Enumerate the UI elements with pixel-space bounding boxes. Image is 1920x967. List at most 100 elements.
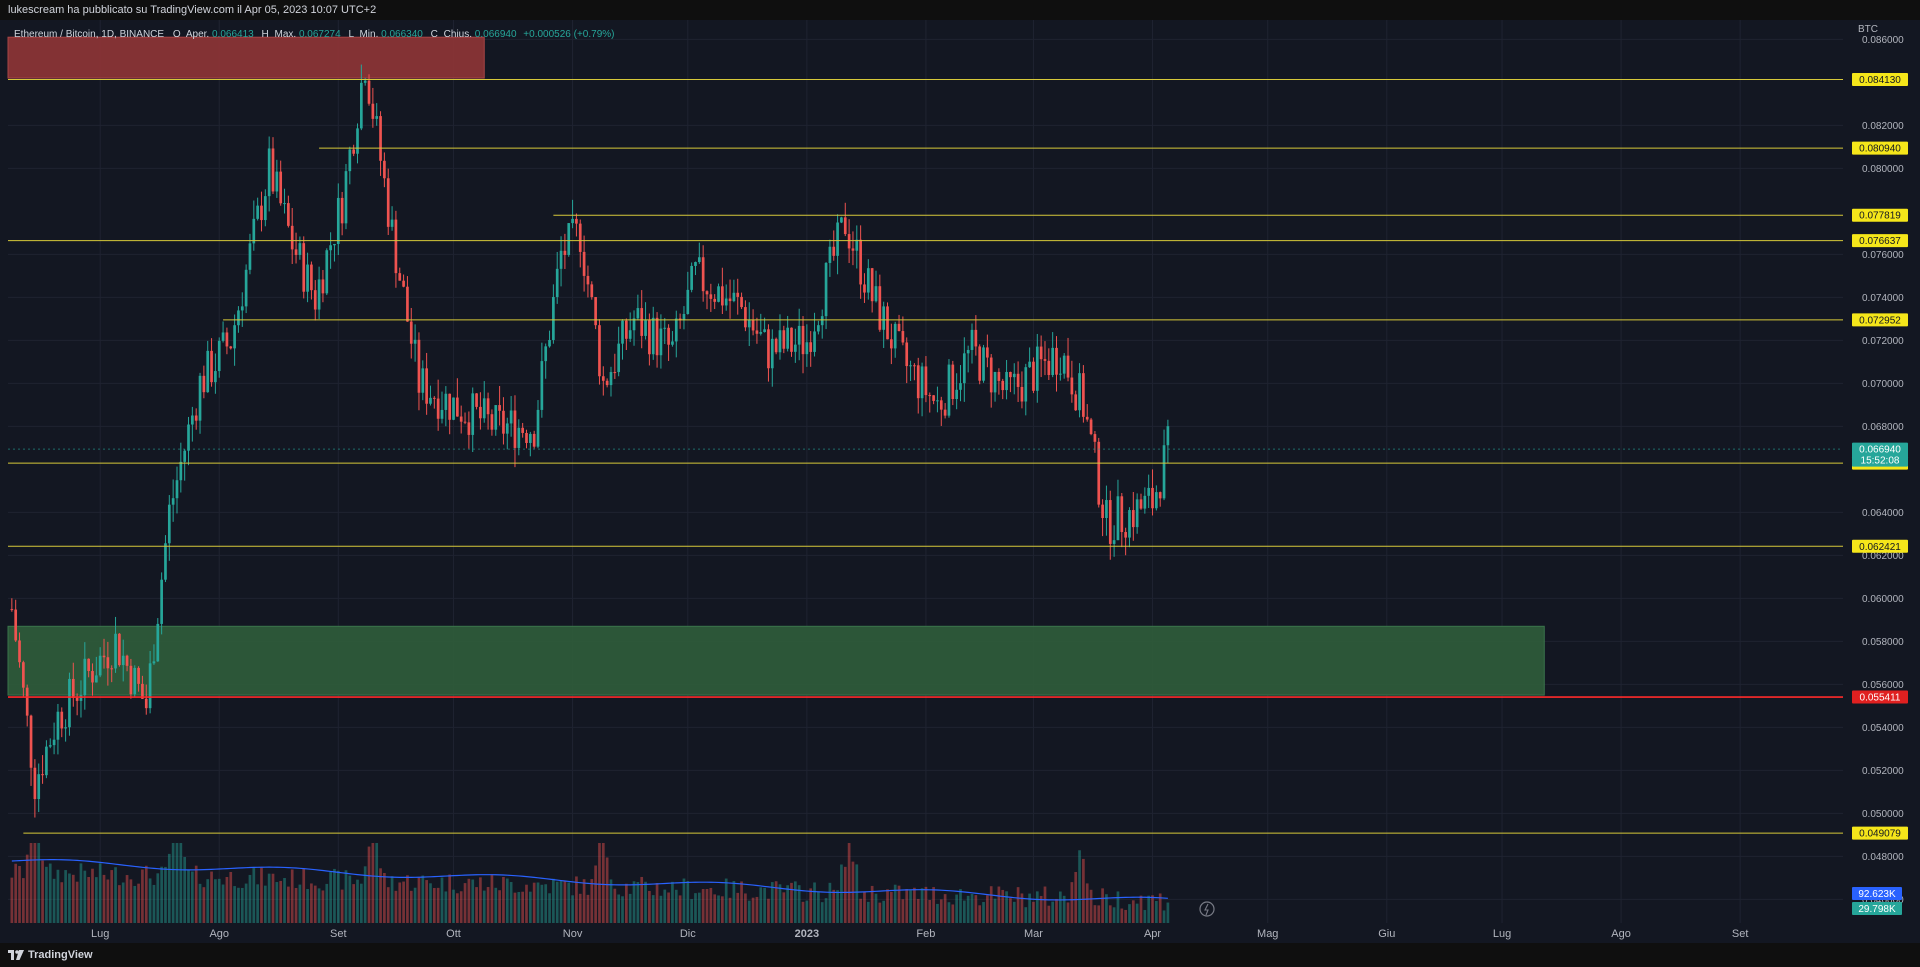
candle-body[interactable] <box>544 346 548 362</box>
candle-body[interactable] <box>682 314 686 321</box>
candle-body[interactable] <box>709 294 713 299</box>
candle-body[interactable] <box>421 368 425 393</box>
candle-body[interactable] <box>325 250 329 294</box>
candle-body[interactable] <box>48 745 52 747</box>
candle-body[interactable] <box>778 330 782 353</box>
candle-body[interactable] <box>843 217 847 235</box>
candle-body[interactable] <box>456 397 459 417</box>
candle-body[interactable] <box>1101 504 1104 518</box>
candle-body[interactable] <box>406 286 409 322</box>
candle-body[interactable] <box>79 695 83 701</box>
candle-body[interactable] <box>91 671 94 683</box>
candle-body[interactable] <box>590 284 594 298</box>
candle-body[interactable] <box>586 275 590 285</box>
candle-body[interactable] <box>628 330 632 339</box>
candle-body[interactable] <box>605 380 609 386</box>
candle-body[interactable] <box>10 609 14 611</box>
candle-body[interactable] <box>260 205 263 221</box>
candle-body[interactable] <box>909 365 912 367</box>
candle-body[interactable] <box>701 257 705 292</box>
candle-body[interactable] <box>955 389 958 400</box>
candle-body[interactable] <box>25 687 29 716</box>
candle-body[interactable] <box>767 329 770 369</box>
candle-body[interactable] <box>313 290 317 310</box>
candle-body[interactable] <box>632 318 636 331</box>
candle-body[interactable] <box>782 330 786 349</box>
candle-body[interactable] <box>1112 540 1116 544</box>
candle-body[interactable] <box>183 450 187 462</box>
candle-body[interactable] <box>801 325 805 355</box>
candle-body[interactable] <box>217 340 221 372</box>
candle-body[interactable] <box>582 251 586 276</box>
candle-body[interactable] <box>1143 495 1147 509</box>
candle-body[interactable] <box>290 225 294 250</box>
candle-body[interactable] <box>144 698 148 709</box>
candle-body[interactable] <box>1151 487 1154 509</box>
candle-body[interactable] <box>237 310 240 326</box>
candle-body[interactable] <box>1078 373 1081 411</box>
candle-body[interactable] <box>751 319 755 331</box>
candle-body[interactable] <box>951 364 955 400</box>
candle-body[interactable] <box>98 655 102 676</box>
candle-body[interactable] <box>532 433 536 447</box>
candle-body[interactable] <box>1116 496 1120 541</box>
candle-body[interactable] <box>233 325 236 349</box>
candle-body[interactable] <box>141 683 144 699</box>
candle-body[interactable] <box>148 663 152 709</box>
candle-body[interactable] <box>206 350 210 393</box>
replay-icon[interactable] <box>1199 901 1215 917</box>
candle-body[interactable] <box>686 289 690 315</box>
candle-body[interactable] <box>928 395 932 397</box>
candle-body[interactable] <box>824 262 828 317</box>
candle-body[interactable] <box>667 327 670 345</box>
candle-body[interactable] <box>993 371 997 393</box>
candle-body[interactable] <box>225 332 229 347</box>
candle-body[interactable] <box>1108 500 1112 544</box>
candle-body[interactable] <box>1082 373 1085 417</box>
candle-body[interactable] <box>594 297 597 326</box>
candle-body[interactable] <box>121 655 125 666</box>
candle-body[interactable] <box>601 376 605 381</box>
candle-body[interactable] <box>471 393 475 435</box>
candle-body[interactable] <box>575 218 578 224</box>
candle-body[interactable] <box>809 342 813 352</box>
candle-body[interactable] <box>68 678 71 728</box>
candle-body[interactable] <box>1020 386 1024 402</box>
candle-body[interactable] <box>947 364 951 416</box>
candle-body[interactable] <box>356 128 359 154</box>
candle-body[interactable] <box>129 665 133 695</box>
candle-body[interactable] <box>959 383 962 390</box>
candle-body[interactable] <box>229 346 233 349</box>
candle-body[interactable] <box>563 250 567 255</box>
candle-body[interactable] <box>110 668 114 670</box>
candle-body[interactable] <box>1009 371 1012 378</box>
candle-body[interactable] <box>705 291 709 295</box>
candle-body[interactable] <box>194 415 198 421</box>
candle-body[interactable] <box>167 504 171 544</box>
candle-body[interactable] <box>790 327 793 352</box>
candle-body[interactable] <box>571 218 574 224</box>
candle-body[interactable] <box>210 350 213 383</box>
candle-body[interactable] <box>625 320 628 339</box>
candle-body[interactable] <box>294 249 298 255</box>
candle-body[interactable] <box>179 461 183 481</box>
candle-body[interactable] <box>482 398 486 419</box>
candle-body[interactable] <box>697 257 701 263</box>
candle-body[interactable] <box>1128 510 1131 538</box>
candle-body[interactable] <box>851 248 855 251</box>
candle-body[interactable] <box>340 197 344 224</box>
candle-body[interactable] <box>859 239 862 285</box>
candle-body[interactable] <box>22 662 25 688</box>
candle-body[interactable] <box>509 410 513 424</box>
candle-body[interactable] <box>936 400 939 402</box>
candlestick-chart[interactable]: BTC 0.086000 0.082000 0.080000 0.076000 0.07… <box>0 20 1920 943</box>
candle-body[interactable] <box>287 203 290 226</box>
candle-body[interactable] <box>567 223 571 255</box>
candle-body[interactable] <box>263 196 267 221</box>
candle-body[interactable] <box>793 344 797 352</box>
candle-body[interactable] <box>671 341 674 345</box>
candle-body[interactable] <box>521 427 524 433</box>
candle-body[interactable] <box>786 327 790 349</box>
candle-body[interactable] <box>1097 441 1101 505</box>
candle-body[interactable] <box>452 397 455 420</box>
